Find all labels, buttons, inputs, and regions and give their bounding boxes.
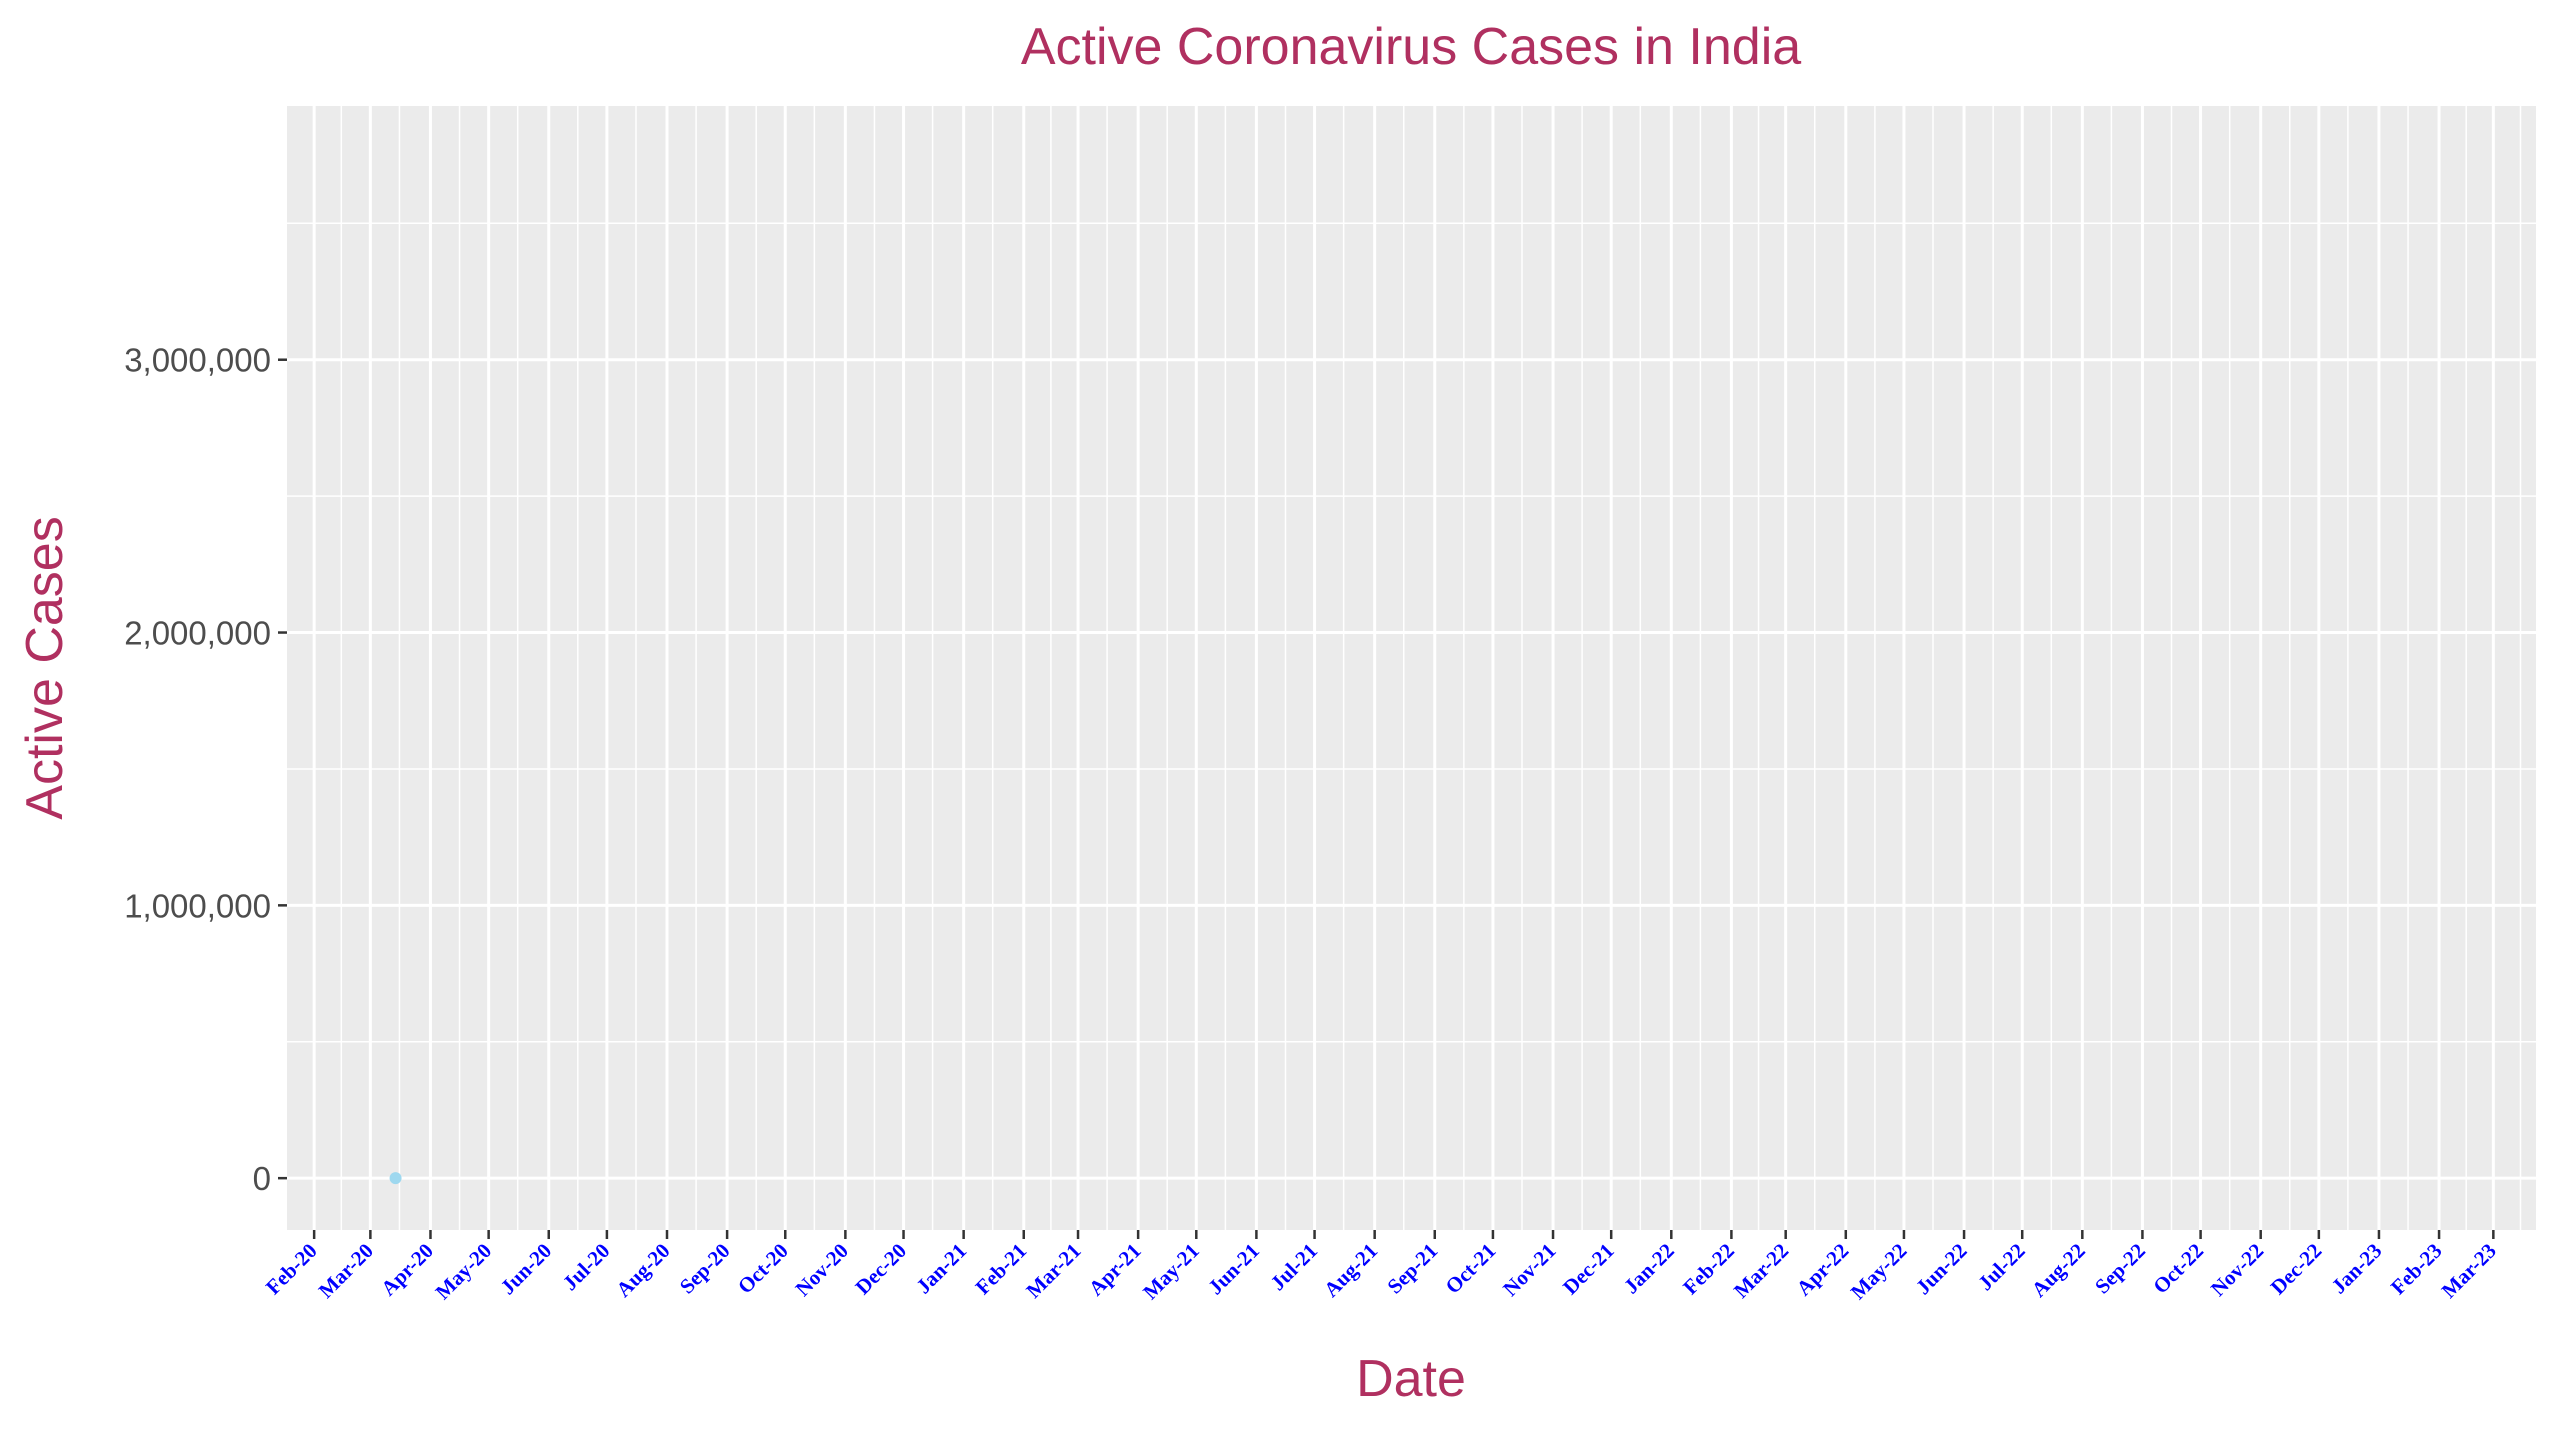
x-tick-label: Oct-21: [1441, 1239, 1501, 1299]
x-tick-label: Jun-20: [496, 1239, 557, 1300]
x-tick-label: Jan-22: [1619, 1239, 1679, 1299]
x-tick-label: May-22: [1846, 1239, 1912, 1305]
x-tick-label: Feb-21: [971, 1239, 1032, 1300]
x-tick-label: Apr-20: [376, 1239, 438, 1301]
x-tick-label: May-21: [1138, 1239, 1204, 1305]
x-tick-label: Aug-22: [2027, 1239, 2090, 1302]
x-tick-label: Oct-20: [733, 1239, 793, 1299]
major-gridlines-y: [287, 358, 2536, 1180]
x-tick-label: Jun-22: [1911, 1239, 1972, 1300]
data-points: [389, 1172, 402, 1185]
data-point: [389, 1172, 402, 1185]
x-tick-label: Jan-23: [2327, 1239, 2387, 1299]
plot-panel: [287, 106, 2536, 1230]
y-tick-label: 3,000,000: [124, 342, 271, 379]
x-tick-label: Sep-22: [2090, 1239, 2150, 1299]
x-tick-label: Feb-23: [2386, 1239, 2447, 1300]
x-tick-label: Dec-20: [850, 1239, 911, 1300]
x-tick-label: Mar-23: [2437, 1239, 2501, 1303]
x-tick-label: Nov-21: [1498, 1239, 1560, 1301]
minor-gridlines-y: [287, 222, 2536, 1043]
x-tick-label: Dec-21: [1558, 1239, 1619, 1300]
x-tick-label: Mar-21: [1021, 1239, 1085, 1303]
y-tick-label: 2,000,000: [124, 615, 271, 652]
x-tick-label: Oct-22: [2148, 1239, 2208, 1299]
y-axis: 0 1,000,000 2,000,000 3,000,000: [124, 342, 287, 1197]
chart-title: Active Coronavirus Cases in India: [1021, 18, 1801, 76]
x-tick-label: Mar-20: [314, 1239, 378, 1303]
x-tick-label: Nov-22: [2206, 1239, 2268, 1301]
minor-gridlines-x: [340, 106, 2522, 1230]
y-tick-label: 1,000,000: [124, 887, 271, 924]
x-tick-label: Apr-21: [1084, 1239, 1146, 1301]
x-tick-label: Dec-22: [2266, 1239, 2327, 1300]
x-tick-label: Jul-21: [1266, 1239, 1323, 1296]
x-tick-label: Jan-21: [911, 1239, 971, 1299]
x-tick-label: Sep-21: [1382, 1239, 1442, 1299]
x-tick-label: Aug-20: [611, 1239, 674, 1302]
x-tick-label: Jul-22: [1973, 1239, 2030, 1296]
x-tick-label: Jul-20: [558, 1239, 615, 1296]
x-tick-label: Aug-21: [1319, 1239, 1382, 1302]
x-tick-label: Feb-22: [1678, 1239, 1739, 1300]
x-tick-label: Apr-22: [1792, 1239, 1854, 1301]
x-tick-label: Nov-20: [791, 1239, 853, 1301]
y-axis-title: Active Cases: [16, 516, 74, 819]
y-tick-label: 0: [253, 1160, 271, 1197]
x-tick-label: May-20: [431, 1239, 497, 1305]
x-tick-label: Jun-21: [1203, 1239, 1264, 1300]
x-tick-label: Feb-20: [261, 1239, 322, 1300]
x-axis-title: Date: [1356, 1350, 1466, 1408]
x-tick-label: Sep-20: [675, 1239, 735, 1299]
major-gridlines-x: [312, 106, 2495, 1230]
x-tick-label: Mar-22: [1729, 1239, 1793, 1303]
